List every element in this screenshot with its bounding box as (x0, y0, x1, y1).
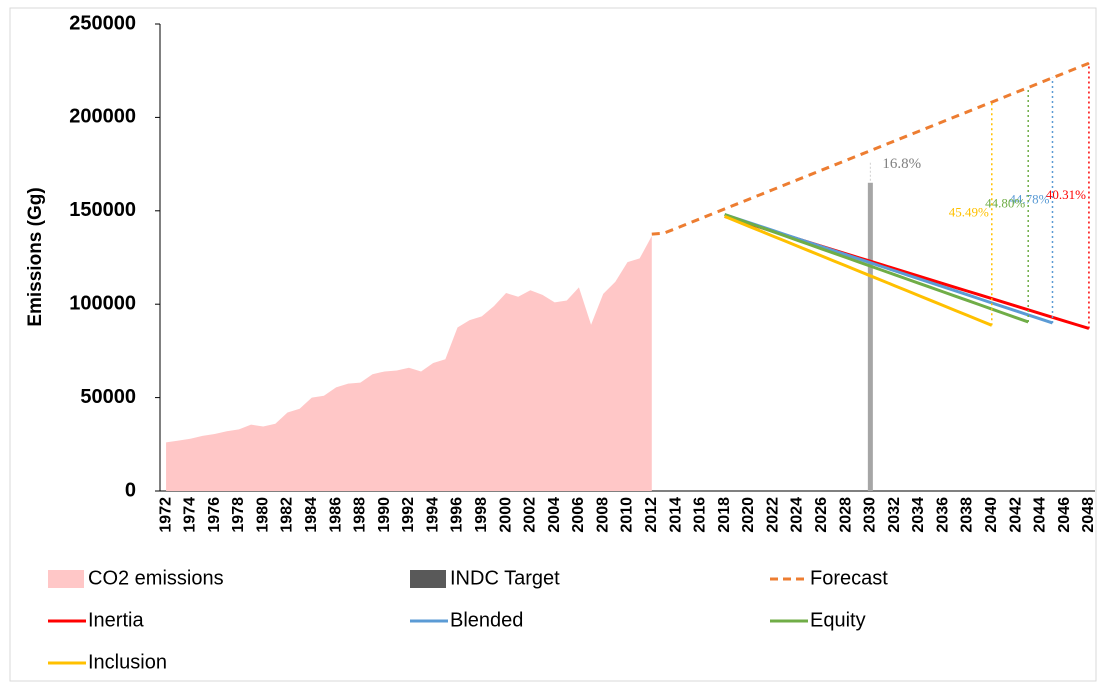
legend-swatch (48, 570, 84, 588)
x-tick-label: 2000 (497, 497, 514, 533)
x-tick-label: 1998 (473, 497, 490, 533)
annotation: 16.8% (882, 156, 921, 172)
legend-label: INDC Target (450, 567, 560, 589)
y-axis-label: Emissions (Gg) (25, 187, 46, 326)
x-tick-label: 2020 (740, 497, 757, 533)
x-tick-label: 2014 (667, 497, 684, 533)
x-tick-label: 2010 (619, 497, 636, 533)
x-tick-label: 2012 (643, 497, 660, 533)
x-tick-label: 1972 (157, 497, 174, 533)
x-tick-label: 1988 (352, 497, 369, 533)
x-tick-label: 2046 (1056, 497, 1073, 533)
x-tick-label: 2028 (837, 497, 854, 533)
y-tick-label: 200000 (69, 106, 136, 128)
reduction-label: 44.78% (1009, 191, 1049, 206)
x-tick-label: 2008 (594, 497, 611, 533)
legend-label: Inertia (88, 609, 144, 631)
x-tick-label: 1990 (376, 497, 393, 533)
x-tick-label: 2048 (1080, 497, 1097, 533)
x-tick-label: 2034 (910, 497, 927, 533)
x-tick-label: 2038 (959, 497, 976, 533)
x-tick-label: 2024 (789, 497, 806, 533)
line (724, 215, 993, 327)
y-tick-label: 150000 (69, 199, 136, 221)
y-tick-label: 100000 (69, 292, 136, 314)
x-tick-label: 1982 (279, 497, 296, 533)
x-tick-label: 2042 (1007, 497, 1024, 533)
x-tick-label: 2032 (886, 497, 903, 533)
reduction-label: 40.31% (1046, 187, 1086, 202)
reduction-label: 45.49% (949, 205, 989, 220)
x-tick-label: 1984 (303, 497, 320, 533)
x-tick-label: 1996 (449, 497, 466, 533)
x-tick-label: 2002 (522, 497, 539, 533)
x-tick-label: 2018 (716, 497, 733, 533)
legend-swatch (410, 570, 446, 588)
line (724, 213, 1029, 324)
legend-label: Equity (810, 609, 866, 631)
x-tick-label: 1974 (182, 497, 199, 533)
y-tick-label: 0 (125, 479, 136, 501)
x-tick-label: 2006 (570, 497, 587, 533)
legend-label: Blended (450, 609, 523, 631)
x-tick-label: 1992 (400, 497, 417, 533)
x-tick-label: 1976 (206, 497, 223, 533)
legend-label: CO2 emissions (88, 567, 224, 589)
x-tick-label: 1986 (327, 497, 344, 533)
y-tick-label: 50000 (80, 386, 136, 408)
reduction-label: 44.80% (985, 196, 1025, 211)
bar (867, 182, 873, 491)
x-tick-label: 2040 (983, 497, 1000, 533)
x-tick-label: 1980 (254, 497, 271, 533)
line (651, 61, 1090, 236)
x-tick-label: 2026 (813, 497, 830, 533)
x-tick-label: 2004 (546, 497, 563, 533)
x-tick-label: 2022 (764, 497, 781, 533)
x-tick-label: 2044 (1032, 497, 1049, 533)
area (166, 236, 652, 491)
y-tick-label: 250000 (69, 12, 136, 34)
x-tick-label: 2030 (862, 497, 879, 533)
x-tick-label: 2016 (692, 497, 709, 533)
x-tick-label: 2036 (934, 497, 951, 533)
x-tick-label: 1978 (230, 497, 247, 533)
legend-label: Forecast (810, 567, 888, 589)
legend-label: Inclusion (88, 651, 167, 673)
x-tick-label: 1994 (424, 497, 441, 533)
